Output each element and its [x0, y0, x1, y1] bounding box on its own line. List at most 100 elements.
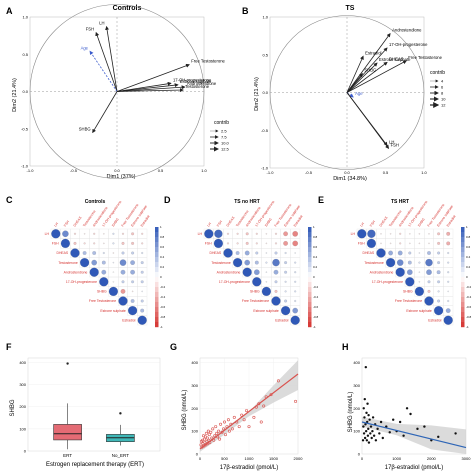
panel-e-colorbar-segment — [461, 252, 465, 258]
panel-d-colorbar-segment — [308, 287, 312, 293]
panel-d-corr-circle — [292, 307, 298, 314]
panel-d-corr-circle — [244, 259, 250, 266]
panel-h-data-point — [398, 420, 402, 424]
panel-d-corr-circle — [236, 232, 239, 235]
panel-g-y-tick-label: 300 — [191, 383, 198, 388]
panel-c-corr-circle — [101, 260, 106, 265]
panel-d-colorbar-segment — [308, 242, 312, 248]
panel-c-corr-circle — [140, 308, 145, 313]
panel-b-x-tick-label: -0.5 — [305, 170, 313, 175]
panel-d-row-label: SHBG — [250, 290, 260, 294]
panel-h-data-point — [381, 436, 384, 440]
panel-e-column-label: LH — [359, 221, 365, 227]
panel-c-corr-circle — [112, 271, 115, 273]
panel-e-colorbar-segment — [461, 282, 465, 288]
panel-c-corr-circle — [120, 269, 126, 275]
panel-a-x-tick-label: -1.0 — [27, 168, 35, 173]
panel-d-row-label: Testosterone — [211, 261, 231, 265]
panel-h-data-point — [364, 365, 368, 369]
panel-e-colorbar-segment — [461, 227, 465, 233]
panel-h-data-point — [362, 407, 365, 410]
panel-d-corr-circle — [244, 250, 250, 256]
panel-e-row-label: Estradiol — [428, 318, 441, 322]
panel-g-x-tick-label: 0 — [199, 456, 202, 461]
panel-e-corr-circle — [447, 280, 450, 283]
panel-d-row-label: Estradiol — [275, 318, 288, 322]
panel-d-corr-circle — [294, 261, 297, 264]
panel-e-colorbar-segment — [461, 247, 465, 253]
panel-c-colorbar-segment — [155, 252, 159, 258]
panel-a-y-tick-label: -1.0 — [21, 164, 29, 169]
panel-e-corr-circle — [418, 242, 421, 245]
panel-d-corr-circle — [294, 252, 296, 254]
panel-g-data-point — [222, 427, 226, 431]
panel-c-corr-circle — [140, 270, 144, 274]
panel-e-colorbar-segment — [461, 262, 465, 268]
panel-h-confidence-band — [362, 416, 466, 454]
panel-g-data-point — [214, 425, 218, 429]
panel-e-corr-circle — [437, 299, 441, 303]
panel-e-corr-circle — [437, 251, 441, 255]
panel-e-colorbar-segment — [461, 267, 465, 273]
panel-e-corr-circle — [418, 271, 421, 273]
panel-c-corr-circle — [108, 286, 118, 296]
panel-d-title: TS no HRT — [234, 199, 260, 205]
panel-f-x-tick-label: No_ERT — [112, 453, 129, 458]
panel-e-corr-circle — [388, 250, 393, 256]
panel-e-colorbar-segment — [461, 312, 465, 318]
panel-c-corr-circle — [93, 242, 96, 245]
panel-c-corr-circle — [112, 232, 115, 235]
panel-d-colorbar-tick: 0.2 — [313, 265, 318, 269]
panel-a-vector-label: Free Testosterone — [191, 59, 225, 64]
panel-e-corr-circle — [427, 289, 431, 293]
panel-c-corr-circle — [121, 280, 125, 284]
panel-d-corr-circle — [283, 241, 288, 246]
panel-a-y-tick-label: 0.5 — [22, 52, 28, 57]
panel-e-corr-circle — [376, 248, 386, 258]
panel-d-corr-circle — [294, 290, 297, 293]
panel-c-colorbar-tick: 0.4 — [160, 255, 165, 259]
panel-f-plot-frame — [27, 357, 161, 452]
panel-label-d: D — [164, 195, 171, 205]
panel-a-xlabel: Dim1 (37%) — [106, 174, 135, 180]
panel-e-corr-circle — [447, 290, 449, 293]
panel-c-column-label: FSH — [63, 219, 70, 227]
panel-b-ylabel: Dim2 (21.4%) — [254, 77, 260, 111]
panel-f-y-tick-label: 300 — [19, 382, 26, 387]
panel-d-row-label: LH — [198, 232, 203, 236]
panel-e-corr-circle — [427, 251, 431, 255]
panel-h-data-point — [369, 425, 373, 428]
panel-d-grid-cell — [290, 315, 301, 326]
panel-e-row-label: Testosterone — [364, 261, 384, 265]
panel-e-corr-circle — [437, 290, 440, 293]
panel-d-corr-circle — [254, 260, 259, 265]
panel-f-xlabel: Estrogen replacement therapy (ERT) — [46, 462, 144, 468]
panel-f-y-tick-label: 200 — [19, 404, 26, 409]
panel-d-corr-circle — [272, 258, 280, 267]
panel-d-corr-circle — [236, 242, 239, 245]
panel-b-xlabel: Dim1 (34.8%) — [333, 176, 367, 182]
panel-h-data-point — [361, 439, 365, 442]
panel-d-corr-circle — [292, 231, 298, 237]
panel-g-y-tick-label: 400 — [191, 360, 198, 365]
panel-e-corr-circle — [437, 241, 441, 245]
panel-a-vector-label: Age — [81, 45, 89, 50]
panel-h-x-tick-label: 0 — [361, 456, 364, 461]
panel-f-outlier — [119, 412, 122, 415]
panel-h-data-point — [416, 427, 419, 431]
panel-d-corr-circle — [227, 232, 229, 235]
panel-d-colorbar-segment — [308, 282, 312, 288]
panel-d-corr-circle — [255, 242, 258, 245]
panel-e-colorbar-tick: -0.2 — [466, 285, 472, 289]
panel-a-legend-value: 7.5 — [221, 135, 227, 140]
panel-g-x-tick-label: 2000 — [294, 456, 304, 461]
panel-c-colorbar-segment — [155, 297, 159, 303]
panel-d-colorbar-tick: 0.8 — [313, 235, 318, 239]
panel-c-corr-circle — [131, 290, 134, 293]
panel-c-corr-circle — [131, 232, 135, 236]
panel-c-colorbar-segment — [155, 302, 159, 308]
panel-b-vector-fsh — [346, 92, 390, 150]
panel-d-colorbar-tick: -0.2 — [313, 285, 319, 289]
panel-d-corr-circle — [284, 299, 288, 303]
panel-b-vector-label: Free Testosterone — [408, 55, 442, 60]
